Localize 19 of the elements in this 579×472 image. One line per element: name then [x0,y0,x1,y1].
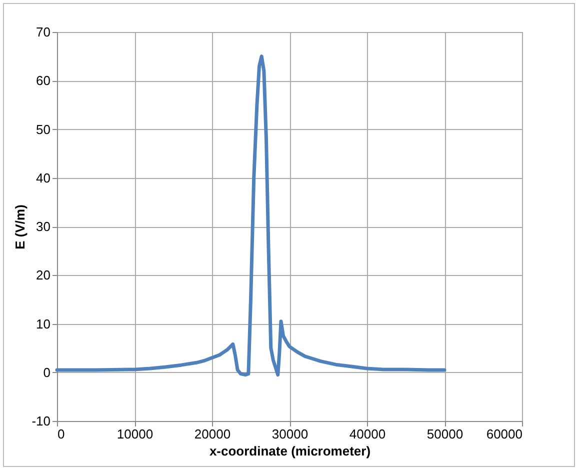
y-tick-label: 70 [36,24,50,40]
x-tick-label: 0 [58,426,65,442]
x-axis-title: x-coordinate (micrometer) [209,444,371,458]
y-tick-label: 0 [43,364,50,380]
y-tick-label: -10 [32,414,50,428]
y-tick-label: 40 [36,170,50,186]
x-tick-label: 40000 [349,426,386,442]
y-axis-title: E (V/m) [12,204,28,250]
line-series [55,54,446,377]
y-tick-label: 50 [36,122,50,137]
y-tick-label: 60 [36,73,50,88]
y-tick-label: 30 [36,219,50,234]
x-tick-label: 20000 [194,426,231,442]
y-tick-label: 10 [36,316,50,332]
x-tick-label: 60000 [486,426,522,442]
x-tick-label: 50000 [426,426,464,442]
y-tick-label: 20 [36,268,50,283]
x-tick-label: 30000 [272,426,308,442]
x-tick-label: 10000 [116,426,154,442]
